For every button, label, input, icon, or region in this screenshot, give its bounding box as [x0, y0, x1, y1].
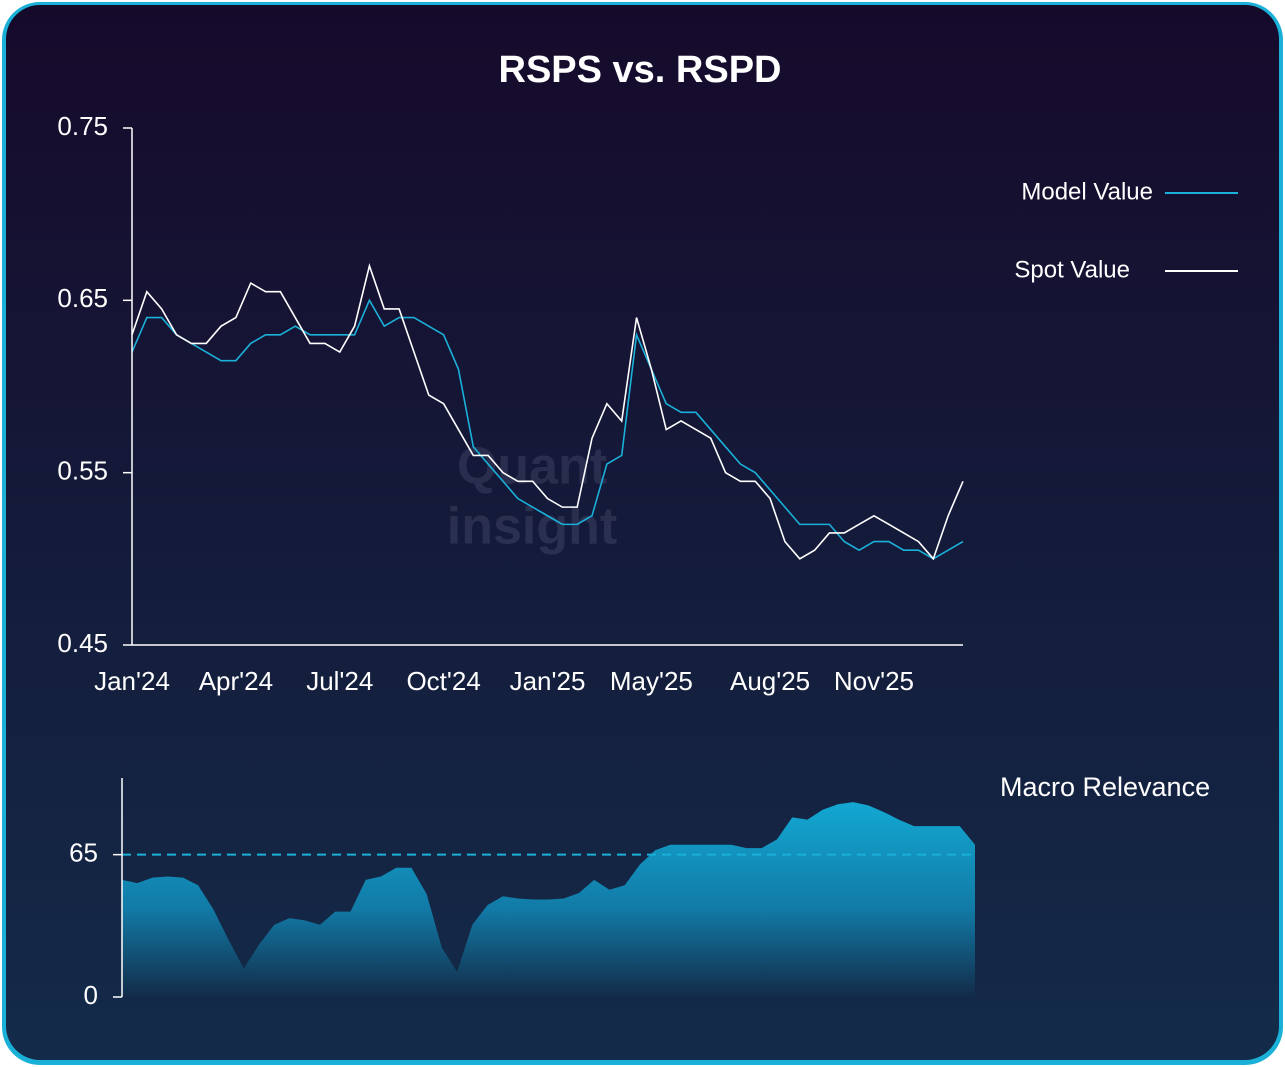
y-tick-label: 65 [69, 838, 98, 868]
y-tick-label: 0.75 [57, 111, 108, 141]
x-tick-label: May'25 [610, 666, 693, 696]
x-tick-label: Jan'25 [510, 666, 586, 696]
x-tick-label: Oct'24 [406, 666, 480, 696]
chart-title: RSPS vs. RSPD [499, 49, 782, 91]
x-tick-label: Aug'25 [730, 666, 810, 696]
panel [6, 5, 1279, 1060]
chart-title: Macro Relevance [1000, 772, 1210, 802]
area-series [122, 802, 975, 997]
y-tick-label: 0 [84, 980, 98, 1010]
y-tick-label: 0.55 [57, 456, 108, 486]
x-tick-label: Nov'25 [834, 666, 914, 696]
y-tick-label: 0.65 [57, 283, 108, 313]
line-series [131, 263, 964, 561]
y-tick-label: 0.45 [57, 628, 108, 658]
x-tick-label: Jul'24 [306, 666, 373, 696]
watermark: Quant [457, 438, 607, 496]
x-tick-label: Jan'24 [94, 666, 170, 696]
x-tick-label: Apr'24 [199, 666, 273, 696]
line-series [131, 298, 964, 560]
legend-label: Model Value [1021, 178, 1153, 205]
legend-label: Spot Value [1014, 256, 1130, 283]
